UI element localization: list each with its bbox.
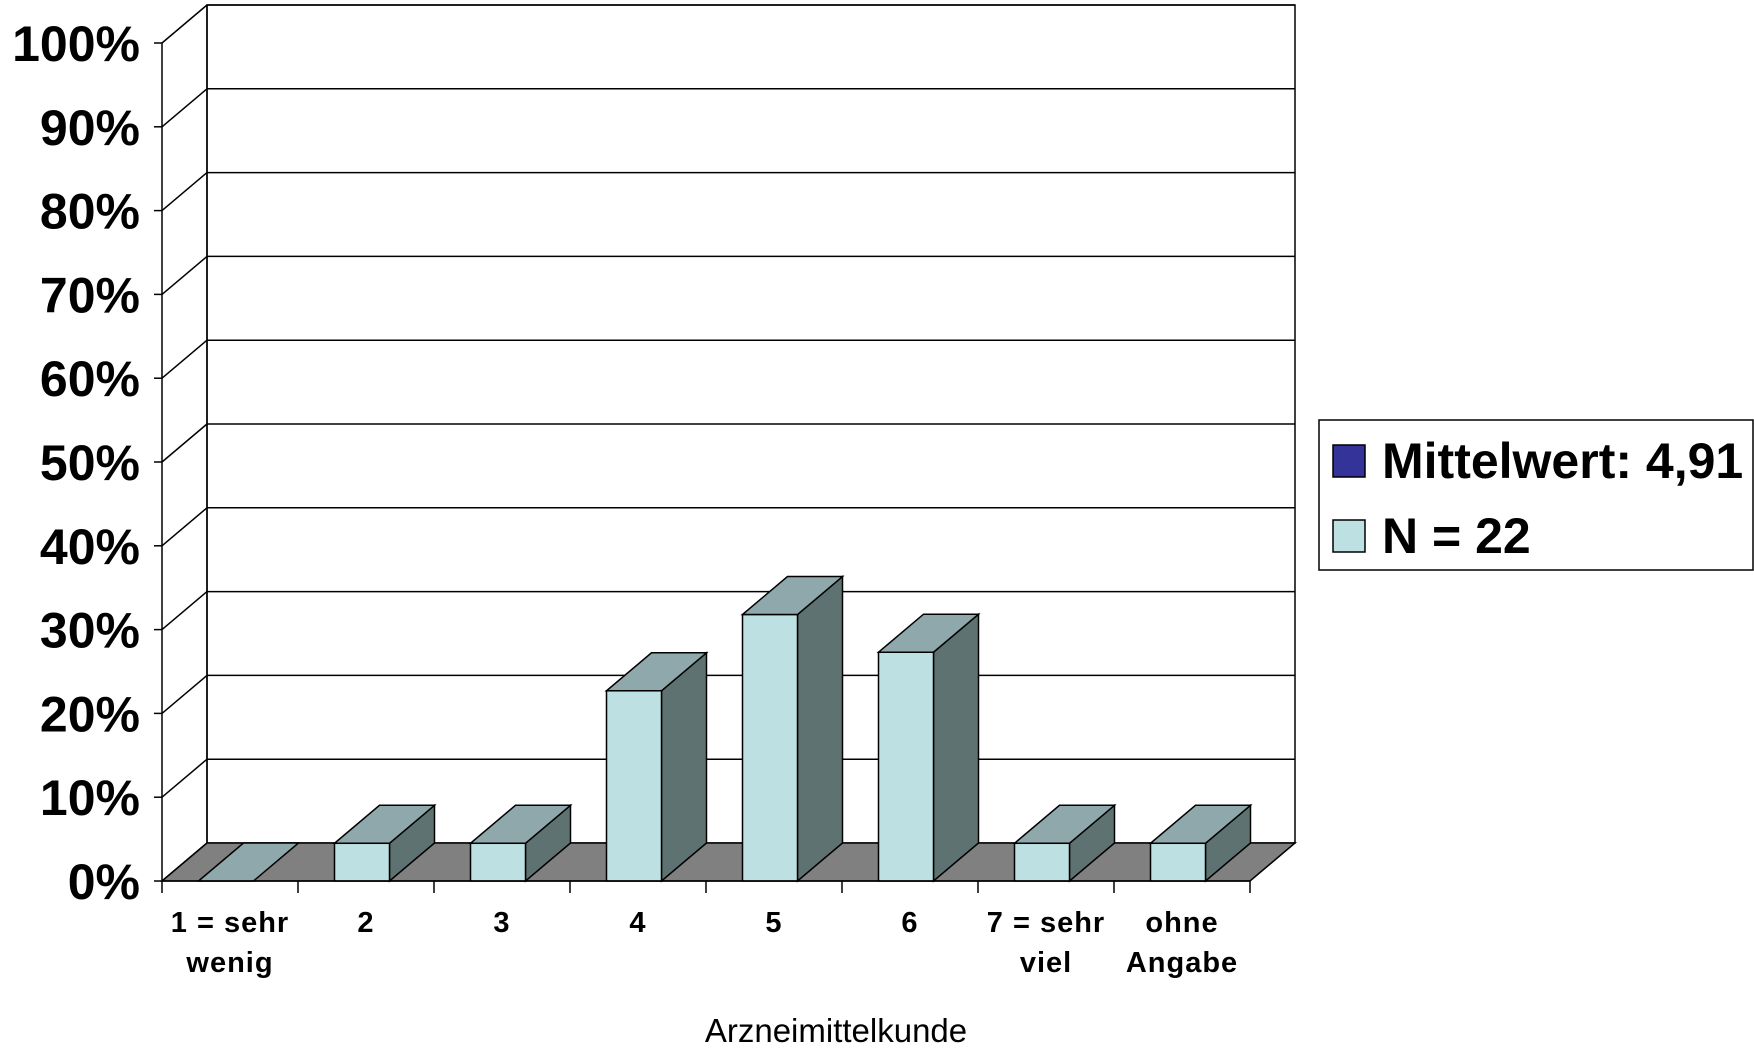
y-tick-label: 40%	[40, 519, 140, 575]
bar-top	[604, 652, 709, 692]
bar-top	[1012, 804, 1117, 845]
y-tick-label: 20%	[40, 686, 140, 742]
side-wall-gridline	[161, 758, 208, 798]
chart-floor	[159, 842, 1298, 882]
side-wall-gridline	[161, 339, 208, 379]
side-wall-gridline	[161, 423, 208, 463]
x-tick-label: 1 = sehr wenig	[171, 907, 289, 979]
x-tick-label: 5	[765, 907, 782, 939]
x-tick-label: ohne Angabe	[1126, 907, 1238, 979]
bar-side	[660, 651, 708, 883]
legend-label: N = 22	[1382, 508, 1531, 564]
side-wall-gridline	[161, 4, 208, 44]
bar-side	[932, 612, 980, 883]
legend-swatch	[1332, 519, 1366, 553]
bar-8	[1148, 803, 1253, 883]
bar-front	[1149, 842, 1207, 882]
x-tick-label: 6	[901, 907, 918, 939]
y-tick-label: 10%	[40, 770, 140, 826]
legend-box	[1318, 419, 1754, 571]
side-wall-gridline	[161, 172, 208, 212]
bar-front	[333, 842, 391, 882]
bar-7	[1012, 803, 1117, 883]
bar-top	[468, 804, 573, 845]
bar-5	[740, 574, 845, 883]
bar-front	[469, 842, 527, 882]
x-tick-label: 4	[629, 907, 646, 939]
x-axis-label: Arzneimittelkunde	[705, 1012, 967, 1049]
legend: Mittelwert: 4,91 N = 22	[1318, 419, 1754, 571]
side-wall-gridline	[161, 507, 208, 547]
y-tick-label: 60%	[40, 351, 140, 407]
bar-front	[877, 651, 935, 882]
side-wall-gridline	[161, 255, 208, 295]
y-tick-label: 90%	[40, 100, 140, 156]
bar-3	[468, 803, 573, 883]
y-tick-label: 30%	[40, 603, 140, 659]
bar-front	[605, 690, 663, 882]
legend-label: Mittelwert: 4,91	[1382, 433, 1743, 489]
y-tick-label: 70%	[40, 267, 140, 323]
x-tick-label: 2	[357, 907, 374, 939]
y-tick-label: 50%	[40, 435, 140, 491]
legend-swatch	[1332, 444, 1366, 478]
side-wall-gridline	[161, 674, 208, 714]
bar-6	[876, 612, 981, 883]
bar-top	[332, 804, 437, 845]
x-tick-label: 3	[493, 907, 510, 939]
side-wall-gridline	[161, 591, 208, 631]
y-tick-label: 80%	[40, 184, 140, 240]
bars	[196, 574, 1253, 883]
y-tick-label: 0%	[68, 854, 140, 910]
floor-plane	[159, 842, 1298, 882]
side-wall-gridline	[161, 88, 208, 128]
bar-side	[796, 574, 844, 883]
bar-top	[876, 613, 981, 653]
x-axis-ticks: 1 = sehr wenig 2 3 4 5 6 7 = sehr viel ohne Angabe	[161, 881, 1251, 979]
bar-top	[1148, 804, 1253, 845]
bar-4	[604, 651, 709, 883]
y-axis-ticks: 0% 10% 20% 30% 40% 50% 60% 70% 80% 90% 100%	[12, 16, 162, 910]
chart-walls	[161, 4, 1296, 882]
bar-top	[740, 575, 845, 616]
bar-front	[741, 613, 799, 882]
y-tick-label: 100%	[12, 16, 140, 72]
bar-front	[1013, 842, 1071, 882]
x-tick-label: 7 = sehr viel	[987, 907, 1105, 979]
